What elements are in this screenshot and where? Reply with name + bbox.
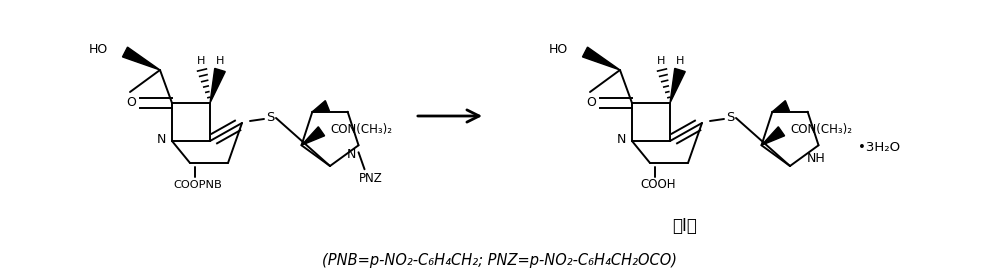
- Text: N: N: [347, 148, 356, 161]
- Text: HO: HO: [89, 43, 108, 56]
- Text: COOPNB: COOPNB: [174, 180, 222, 190]
- Text: NH: NH: [807, 152, 826, 165]
- Polygon shape: [582, 47, 620, 70]
- Text: S: S: [726, 111, 734, 125]
- Text: O: O: [126, 96, 136, 110]
- Text: HO: HO: [549, 43, 568, 56]
- Polygon shape: [772, 101, 789, 112]
- Text: (PNB=p-NO₂-C₆H₄CH₂; PNZ=p-NO₂-C₆H₄CH₂OCO): (PNB=p-NO₂-C₆H₄CH₂; PNZ=p-NO₂-C₆H₄CH₂OCO…: [322, 254, 678, 269]
- Polygon shape: [210, 68, 225, 103]
- Text: O: O: [586, 96, 596, 110]
- Text: H: H: [676, 56, 684, 66]
- Polygon shape: [312, 101, 329, 112]
- Text: •3H₂O: •3H₂O: [858, 141, 901, 154]
- Text: N: N: [156, 133, 166, 147]
- Text: N: N: [616, 133, 626, 147]
- Text: COOH: COOH: [640, 178, 676, 192]
- Polygon shape: [301, 127, 325, 145]
- Text: PNZ: PNZ: [359, 172, 382, 185]
- Text: （I）: （I）: [673, 217, 697, 235]
- Text: H: H: [657, 56, 665, 66]
- Text: CON(CH₃)₂: CON(CH₃)₂: [790, 123, 852, 136]
- Polygon shape: [122, 47, 160, 70]
- Text: H: H: [216, 56, 224, 66]
- Text: H: H: [197, 56, 205, 66]
- Polygon shape: [670, 68, 685, 103]
- Text: S: S: [266, 111, 274, 125]
- Text: CON(CH₃)₂: CON(CH₃)₂: [330, 123, 392, 136]
- Polygon shape: [761, 127, 785, 145]
